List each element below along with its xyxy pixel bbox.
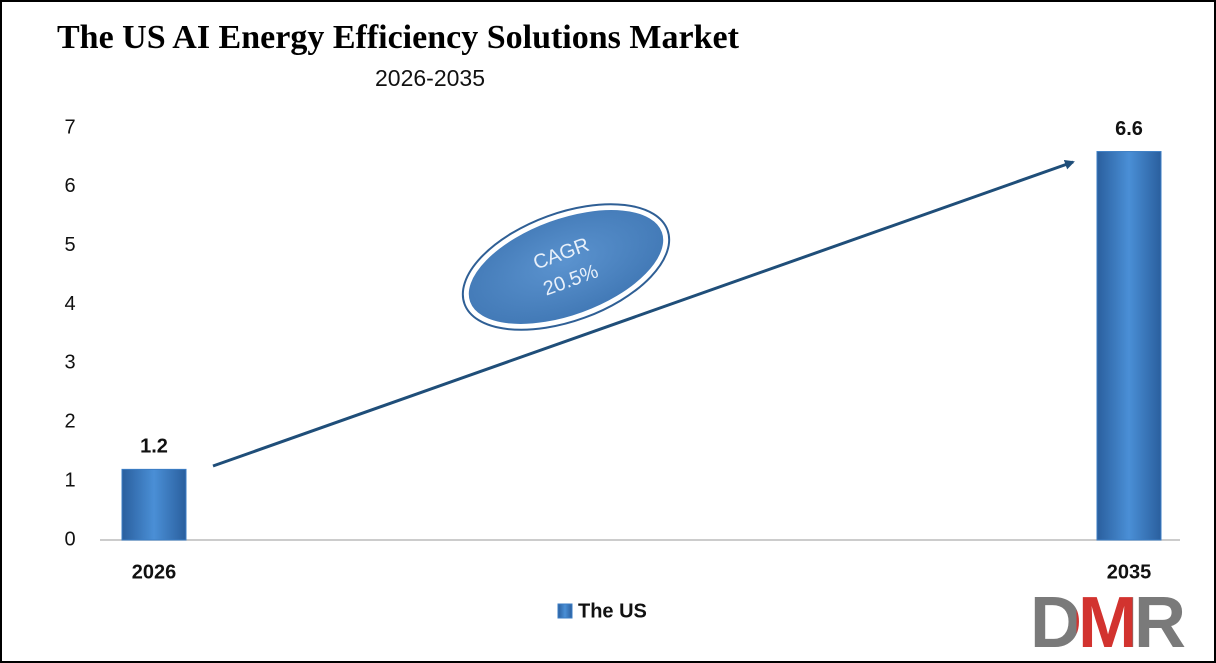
y-tick-label: 7	[64, 116, 75, 138]
value-label: 1.2	[140, 436, 168, 458]
chart-title: The US AI Energy Efficiency Solutions Ma…	[57, 19, 740, 56]
y-tick-label: 3	[64, 352, 75, 374]
growth-arrow	[212, 159, 1075, 468]
y-tick-label: 2	[64, 411, 75, 433]
chart-subtitle: 2026-2035	[375, 65, 485, 91]
y-tick-label: 5	[64, 234, 75, 256]
legend-label: The US	[578, 600, 647, 622]
bar	[121, 468, 187, 541]
value-label: 6.6	[1115, 118, 1143, 140]
cagr-ellipse	[464, 206, 668, 328]
x-tick-label: 2035	[1107, 561, 1152, 583]
legend-swatch	[557, 603, 573, 619]
y-tick-label: 1	[64, 469, 75, 491]
cagr-ellipse-outline	[461, 203, 671, 331]
logo: DMR	[1030, 583, 1185, 663]
bar	[1096, 151, 1162, 541]
y-tick-label: 0	[64, 528, 75, 550]
cagr-badge: CAGR 20.5%	[461, 203, 671, 331]
x-tick-label: 2026	[132, 561, 177, 583]
y-tick-label: 4	[64, 293, 75, 315]
y-tick-label: 6	[64, 175, 75, 197]
